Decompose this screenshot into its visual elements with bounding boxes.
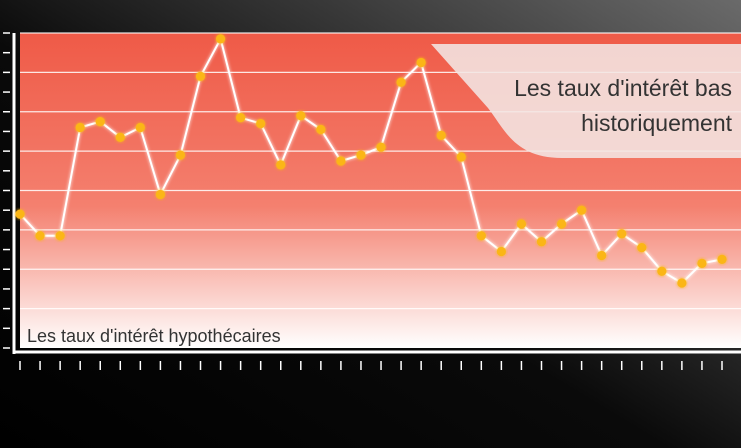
- data-point: [516, 219, 527, 229]
- data-point: [316, 124, 326, 135]
- data-point: [556, 219, 567, 229]
- data-point: [416, 57, 426, 68]
- data-point: [95, 116, 105, 127]
- data-point: [55, 231, 65, 241]
- data-point: [256, 118, 266, 129]
- data-point: [115, 132, 125, 142]
- data-point: [677, 278, 687, 288]
- data-point: [717, 254, 727, 265]
- chart-label: Les taux d'intérêt hypothécaires: [27, 326, 281, 346]
- data-point: [236, 113, 246, 123]
- data-point: [356, 150, 366, 160]
- callout-title-line2: historiquement: [581, 110, 732, 136]
- data-point: [175, 150, 186, 160]
- data-point: [135, 122, 145, 133]
- data-point: [697, 258, 707, 268]
- data-point: [637, 242, 647, 253]
- axes: [3, 32, 741, 370]
- data-point: [155, 189, 165, 200]
- data-point: [336, 156, 346, 166]
- data-point: [617, 229, 627, 239]
- callout-panel: [431, 44, 741, 158]
- data-point: [35, 231, 45, 241]
- data-point: [597, 250, 607, 261]
- data-point: [296, 111, 306, 121]
- data-point: [215, 34, 226, 44]
- data-point: [657, 266, 667, 276]
- data-point: [15, 209, 25, 219]
- data-point: [456, 152, 466, 162]
- data-point: [396, 77, 406, 87]
- data-point: [536, 237, 547, 247]
- data-point: [476, 231, 486, 241]
- data-point: [376, 142, 386, 152]
- data-point: [195, 71, 206, 81]
- data-point: [436, 130, 446, 140]
- data-point: [276, 160, 286, 170]
- callout-title-line1: Les taux d'intérêt bas: [514, 75, 732, 101]
- data-point: [75, 122, 85, 133]
- data-markers: [15, 34, 727, 288]
- data-point: [577, 205, 587, 215]
- data-point: [496, 246, 506, 257]
